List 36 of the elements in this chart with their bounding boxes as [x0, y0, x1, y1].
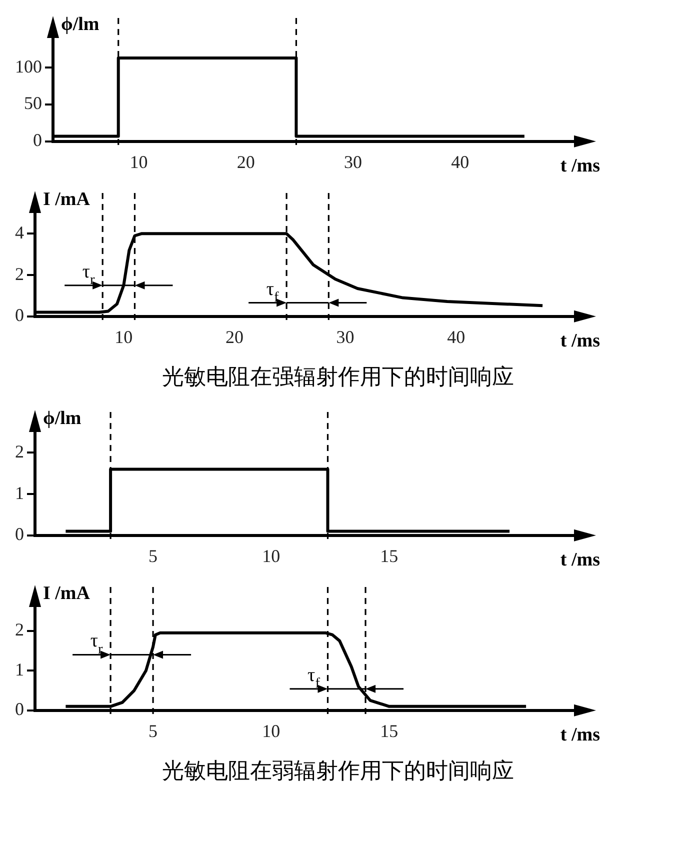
- y-tick-label: 1: [15, 659, 24, 680]
- y-tick-label: 0: [33, 130, 42, 150]
- x-tick-label: 40: [451, 152, 470, 172]
- x-tick-label: 10: [262, 720, 280, 741]
- text: 光敏电阻在弱辐射作用下的时间响应: [161, 758, 515, 786]
- x-tick-label: 20: [236, 152, 255, 172]
- x-axis-title: t /ms: [560, 549, 600, 570]
- x-axis-title: t /ms: [560, 330, 600, 352]
- x-axis-title: t /ms: [560, 155, 600, 176]
- y-tick-label: 2: [15, 620, 24, 640]
- x-tick-label: 10: [262, 546, 280, 566]
- x-tick-label: 30: [344, 152, 362, 172]
- x-tick-label: 15: [380, 546, 398, 566]
- y-axis-title: I /mA: [43, 189, 90, 210]
- y-tick-label: 0: [15, 524, 24, 544]
- y-axis-title: ϕ/lm: [61, 14, 100, 35]
- y-tick-label: 0: [15, 305, 24, 326]
- x-tick-label: 5: [148, 546, 158, 566]
- y-axis-title: I /mA: [43, 583, 90, 604]
- y-tick-label: 0: [15, 699, 24, 720]
- x-tick-label: 10: [130, 152, 148, 172]
- x-axis-title: t /ms: [560, 724, 600, 746]
- x-tick-label: 15: [380, 720, 398, 741]
- y-axis-title: ϕ/lm: [43, 408, 82, 429]
- x-tick-label: 30: [336, 326, 354, 347]
- text: 光敏电阻在强辐射作用下的时间响应: [161, 364, 515, 392]
- x-tick-label: 40: [447, 326, 466, 347]
- y-tick-label: 50: [24, 93, 42, 114]
- y-tick-label: 4: [15, 222, 24, 242]
- y-tick-label: 1: [15, 482, 24, 503]
- x-tick-label: 20: [225, 326, 244, 347]
- x-tick-label: 10: [114, 326, 133, 347]
- y-tick-label: 100: [15, 56, 42, 76]
- x-tick-label: 5: [148, 720, 158, 741]
- y-tick-label: 2: [15, 441, 24, 462]
- y-tick-label: 2: [15, 264, 24, 284]
